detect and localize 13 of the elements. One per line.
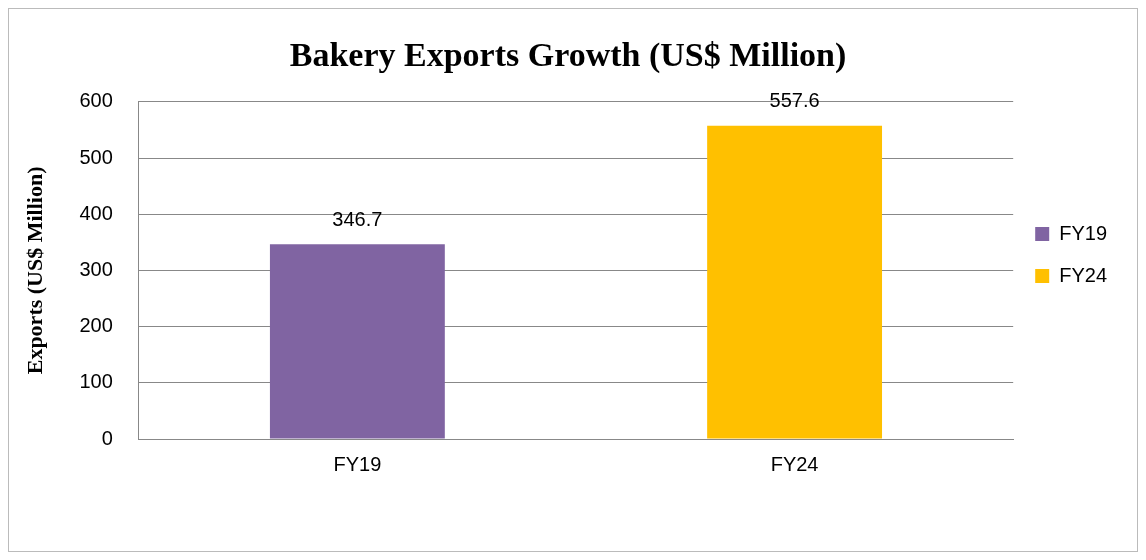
y-tick-label: 200 xyxy=(79,314,113,337)
data-label: 346.7 xyxy=(332,207,383,230)
y-axis-title: Exports (US$ Million) xyxy=(21,166,47,375)
chart-title: Bakery Exports Growth (US$ Million) xyxy=(289,36,847,75)
y-tick-label: 0 xyxy=(101,426,113,449)
y-tick-label: 100 xyxy=(79,370,113,393)
legend-label: FY19 xyxy=(1059,221,1108,244)
y-tick-label: 300 xyxy=(79,257,113,280)
legend-label: FY24 xyxy=(1059,263,1108,286)
y-tick-label: 400 xyxy=(79,201,113,224)
data-label: 557.6 xyxy=(769,89,820,112)
y-tick-label: 500 xyxy=(79,145,113,168)
y-tick-label: 600 xyxy=(79,89,113,112)
